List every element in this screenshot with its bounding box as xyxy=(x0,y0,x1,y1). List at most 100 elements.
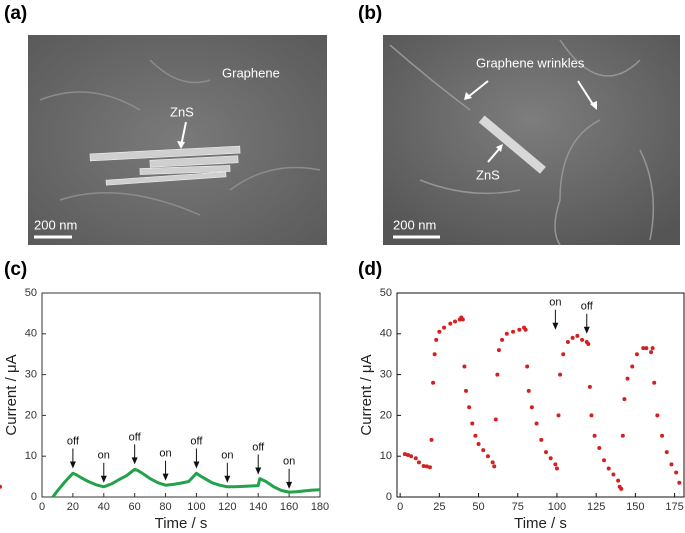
x-tick-label: 140 xyxy=(249,501,267,513)
data-point xyxy=(620,433,625,438)
x-axis-label: Time / s xyxy=(155,515,208,532)
data-point xyxy=(554,466,559,471)
data-point xyxy=(534,421,539,426)
y-tick-label: 40 xyxy=(380,328,392,340)
data-point xyxy=(432,352,437,357)
data-point xyxy=(526,388,531,393)
data-point xyxy=(493,417,498,422)
data-point xyxy=(500,337,505,342)
arrow-head xyxy=(552,322,559,330)
annotation-label: off xyxy=(252,441,265,453)
data-point xyxy=(553,462,558,467)
data-point xyxy=(630,364,635,369)
data-point xyxy=(485,454,490,459)
x-tick-label: 50 xyxy=(472,501,484,513)
data-point xyxy=(427,465,432,470)
data-point xyxy=(565,339,570,344)
sem-image-b: Graphene wrinkles ZnS 200 nm xyxy=(383,35,680,246)
data-point xyxy=(602,458,607,463)
data-point xyxy=(641,346,646,351)
data-point xyxy=(543,450,548,455)
y-tick-label: 10 xyxy=(25,450,37,462)
annotation-label: off xyxy=(67,435,80,447)
annotation-label: off xyxy=(581,301,594,313)
panel-label: (c) xyxy=(4,259,27,280)
data-point xyxy=(421,463,426,468)
annotation-label: on xyxy=(98,450,110,462)
y-tick-label: 50 xyxy=(380,287,392,299)
arrow-head xyxy=(286,481,293,489)
data-point xyxy=(511,329,516,334)
arrow-head xyxy=(224,475,231,483)
data-point xyxy=(424,464,429,469)
data-point xyxy=(405,452,410,457)
data-point xyxy=(587,384,592,389)
panel-label: (b) xyxy=(358,3,382,24)
plot-frame xyxy=(41,292,321,498)
data-point xyxy=(517,327,522,332)
sem-image-a: Graphene ZnS 200 nm xyxy=(28,35,327,245)
image-annotation: Graphene xyxy=(222,65,280,80)
data-point xyxy=(575,333,580,338)
arrow-head xyxy=(162,473,169,481)
data-point xyxy=(556,413,561,418)
x-tick-label: 160 xyxy=(280,501,298,513)
data-point xyxy=(634,352,639,357)
scale-bar-label: 200 nm xyxy=(393,217,436,232)
panel-label: (a) xyxy=(4,3,27,24)
x-tick-label: 75 xyxy=(512,501,524,513)
arrow-head xyxy=(100,475,107,483)
x-tick-label: 180 xyxy=(311,501,329,513)
data-point xyxy=(548,456,553,461)
data-point xyxy=(462,364,467,369)
data-point xyxy=(558,372,563,377)
image-annotation: ZnS xyxy=(170,104,194,119)
data-point xyxy=(619,486,624,491)
y-tick-label: 0 xyxy=(31,491,37,503)
data-point xyxy=(437,329,442,334)
data-point xyxy=(460,317,465,322)
arrow-head xyxy=(583,326,590,334)
data-point xyxy=(649,350,654,355)
data-point xyxy=(525,364,530,369)
data-point xyxy=(622,397,627,402)
data-point xyxy=(492,464,497,469)
y-axis-label: Current / μA xyxy=(358,354,375,435)
x-tick-label: 125 xyxy=(587,501,605,513)
data-point xyxy=(523,327,528,332)
data-point xyxy=(496,348,501,353)
image-annotation: Graphene wrinkles xyxy=(476,55,585,70)
data-point xyxy=(0,484,2,489)
data-point xyxy=(416,460,421,465)
y-tick-label: 30 xyxy=(380,369,392,381)
data-point xyxy=(473,433,478,438)
data-point xyxy=(434,337,439,342)
data-point xyxy=(467,405,472,410)
annotation-label: off xyxy=(190,435,203,447)
data-point xyxy=(402,452,407,457)
y-tick-label: 40 xyxy=(25,328,37,340)
data-point xyxy=(669,462,674,467)
data-point xyxy=(490,460,495,465)
x-tick-label: 0 xyxy=(39,501,45,513)
x-tick-label: 175 xyxy=(665,501,683,513)
arrow-head xyxy=(69,461,76,469)
x-tick-label: 20 xyxy=(67,501,79,513)
data-point xyxy=(625,376,630,381)
data-point xyxy=(652,380,657,385)
data-point xyxy=(655,413,660,418)
panel-label: (d) xyxy=(358,259,382,280)
y-tick-label: 10 xyxy=(380,450,392,462)
annotation-label: on xyxy=(221,450,233,462)
x-tick-label: 25 xyxy=(433,501,445,513)
data-point xyxy=(529,405,534,410)
data-point xyxy=(674,470,679,475)
data-point xyxy=(650,346,655,351)
data-point xyxy=(616,478,621,483)
data-point xyxy=(481,448,486,453)
data-point xyxy=(453,319,458,324)
data-point xyxy=(442,325,447,330)
data-point xyxy=(611,472,616,477)
data-point xyxy=(476,441,481,446)
